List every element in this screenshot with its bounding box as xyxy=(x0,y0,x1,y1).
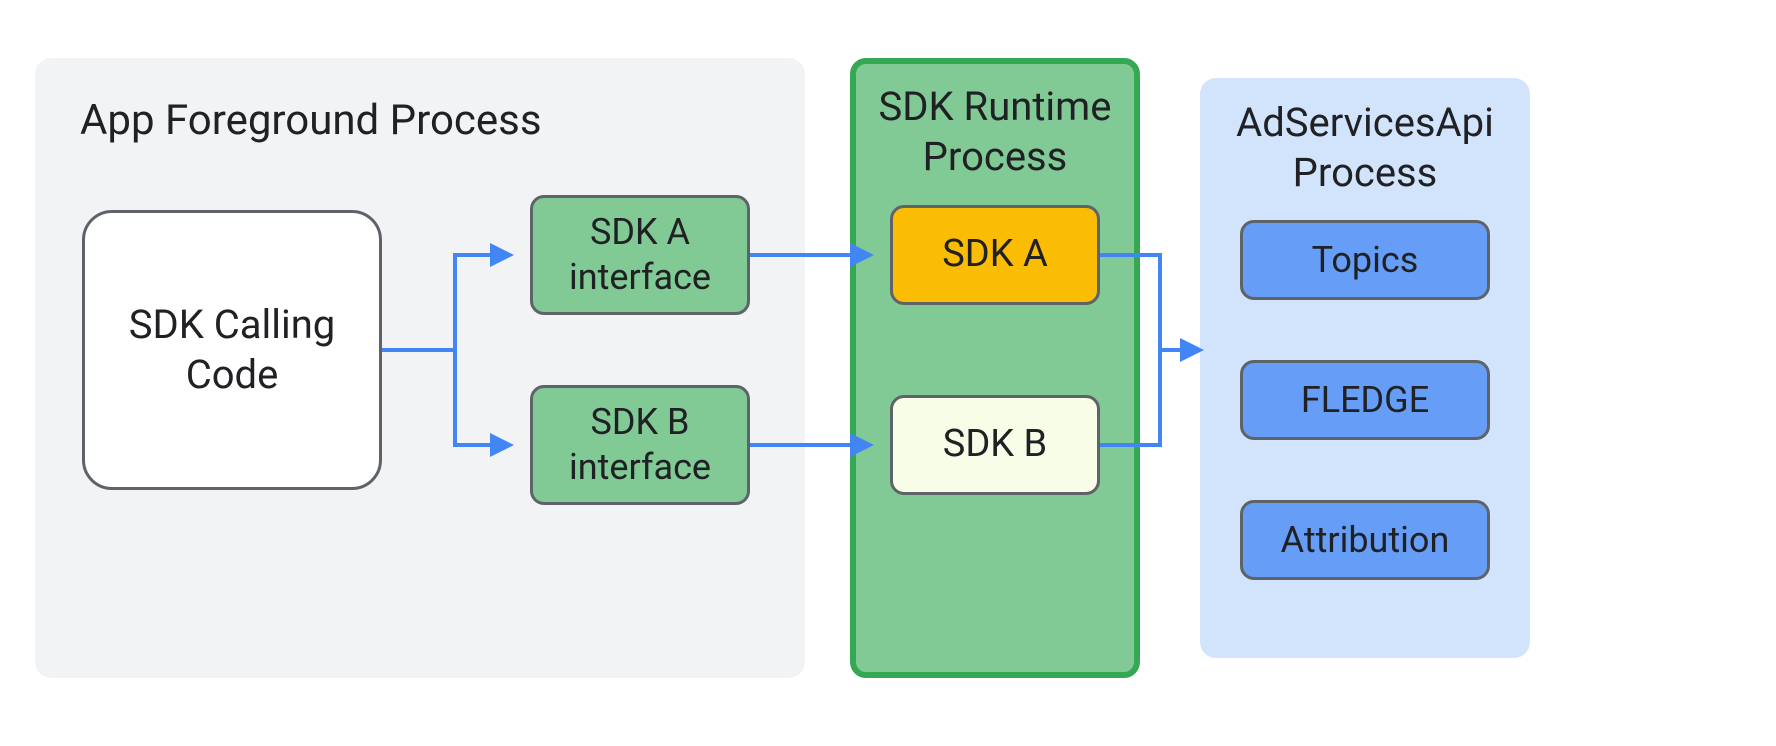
process-adservices-title: AdServicesApi Process xyxy=(1200,98,1530,198)
process-sdk-runtime-title: SDK Runtime Process xyxy=(850,82,1140,182)
node-topics: Topics xyxy=(1240,220,1490,300)
node-sdk-a-interface: SDK A interface xyxy=(530,195,750,315)
node-sdk-b: SDK B xyxy=(890,395,1100,495)
node-sdk-calling-code: SDK Calling Code xyxy=(82,210,382,490)
node-sdk-a: SDK A xyxy=(890,205,1100,305)
diagram-canvas: App Foreground Process SDK Runtime Proce… xyxy=(0,0,1776,746)
node-attribution: Attribution xyxy=(1240,500,1490,580)
node-fledge: FLEDGE xyxy=(1240,360,1490,440)
node-sdk-b-interface: SDK B interface xyxy=(530,385,750,505)
process-app-foreground-title: App Foreground Process xyxy=(80,95,542,148)
